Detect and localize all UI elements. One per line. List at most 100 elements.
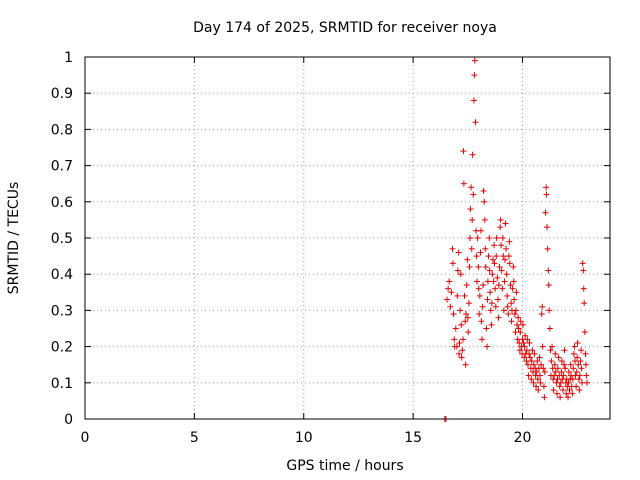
y-tick-label: 0 [64, 412, 73, 428]
data-point [547, 347, 554, 354]
data-point [458, 354, 465, 361]
data-point [523, 358, 530, 365]
data-point [557, 379, 564, 386]
data-point [510, 278, 517, 285]
data-point [559, 387, 566, 394]
data-point [497, 224, 504, 231]
data-point [488, 300, 495, 307]
data-point [546, 325, 553, 332]
data-point [546, 307, 553, 314]
data-point [475, 285, 482, 292]
plot-frame [84, 56, 611, 420]
data-point [578, 347, 585, 354]
data-point [570, 365, 577, 372]
data-point [511, 296, 518, 303]
data-point [511, 311, 518, 318]
data-point [554, 390, 561, 397]
data-point [581, 329, 588, 336]
data-point [509, 285, 516, 292]
data-point [545, 282, 552, 289]
data-point [464, 256, 471, 263]
data-point [550, 387, 557, 394]
data-point [493, 235, 500, 241]
data-point [579, 260, 586, 267]
data-point [498, 242, 505, 249]
data-point [469, 151, 476, 158]
data-point [531, 350, 538, 357]
data-point [482, 245, 489, 252]
data-point [583, 372, 590, 379]
data-point [512, 307, 519, 314]
data-point [506, 238, 513, 245]
data-point [543, 191, 550, 198]
data-point [542, 209, 549, 216]
data-point [551, 372, 558, 379]
data-point [465, 329, 472, 336]
data-point [505, 311, 512, 318]
data-point [562, 365, 569, 372]
data-point [460, 180, 467, 187]
data-point [578, 365, 585, 372]
data-point [514, 321, 521, 328]
data-point [533, 383, 540, 390]
data-point [449, 245, 456, 252]
data-point [495, 296, 501, 303]
data-point [539, 303, 546, 310]
data-point [552, 350, 559, 357]
data-point [462, 361, 469, 368]
data-point [572, 358, 578, 365]
data-point [557, 394, 564, 401]
data-point [495, 282, 502, 289]
data-point [537, 379, 544, 386]
data-point [530, 361, 537, 368]
x-tick-label: 20 [514, 430, 532, 446]
data-point [530, 379, 537, 386]
data-point [495, 314, 502, 321]
chart-title: Day 174 of 2025, SRMTID for receiver noy… [193, 20, 497, 36]
data-point [517, 318, 524, 325]
x-tick-label: 15 [404, 430, 422, 446]
data-point [527, 354, 534, 361]
data-point [526, 350, 533, 357]
data-point [571, 343, 578, 350]
data-point [481, 216, 488, 223]
data-point [529, 347, 536, 354]
data-point [522, 332, 529, 339]
data-point [477, 227, 484, 234]
data-point [565, 368, 572, 375]
data-point [486, 267, 493, 274]
data-point [474, 278, 480, 285]
data-point [460, 148, 467, 155]
data-point [541, 368, 548, 375]
data-point [525, 372, 532, 379]
data-point [565, 379, 572, 386]
y-tick-label: 0.2 [51, 340, 73, 356]
data-point [556, 383, 563, 390]
data-point [545, 267, 552, 274]
data-point [552, 368, 559, 375]
data-point [479, 336, 486, 343]
data-point [540, 365, 547, 372]
data-point [541, 394, 548, 401]
data-point [489, 271, 496, 278]
data-point [473, 253, 480, 260]
data-point [489, 256, 496, 263]
data-point [575, 361, 582, 368]
data-point [499, 285, 506, 292]
data-point [520, 339, 527, 346]
data-point [573, 383, 580, 390]
data-point [540, 383, 547, 390]
x-tick-label: 10 [295, 430, 313, 446]
data-point [517, 329, 524, 336]
data-point [484, 296, 491, 303]
data-point [480, 187, 487, 194]
data-point [582, 361, 589, 368]
data-point [484, 278, 491, 285]
data-point [480, 282, 487, 289]
data-point [483, 325, 490, 332]
data-point [576, 372, 583, 379]
data-point [528, 376, 535, 383]
data-point [462, 318, 469, 325]
data-point [561, 347, 568, 354]
data-point [561, 361, 568, 368]
